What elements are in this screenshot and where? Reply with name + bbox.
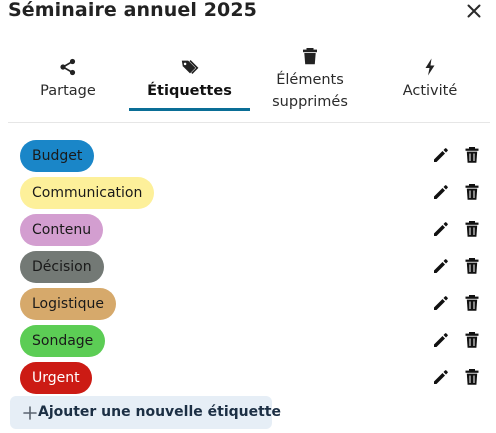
tag-chip[interactable]: Urgent [20,362,92,394]
pencil-icon[interactable] [432,331,450,349]
tag-chip[interactable]: Budget [20,140,95,172]
tab-deleted-label-line1: Éléments [276,72,344,88]
tags-icon [181,60,198,74]
tag-row: Logistique [0,288,496,325]
tab-activity-label: Activité [402,83,458,99]
bolt-icon [425,58,435,76]
pencil-icon[interactable] [432,257,450,275]
pencil-icon[interactable] [432,183,450,201]
trash-icon[interactable] [464,294,480,312]
tab-tags[interactable]: Étiquettes [129,44,250,122]
tab-bar: Partage Étiquettes Éléments supprimés Ac… [8,44,490,123]
tab-share[interactable]: Partage [28,44,108,122]
tag-chip[interactable]: Décision [20,251,104,283]
add-tag-label: Ajouter une nouvelle étiquette [38,404,281,420]
tag-row: Communication [0,177,496,214]
tag-row: Urgent [0,362,496,399]
trash-icon[interactable] [464,146,480,164]
trash-icon[interactable] [464,183,480,201]
tag-row: Sondage [0,325,496,362]
active-tab-indicator [129,108,250,111]
tag-row: Décision [0,251,496,288]
tab-deleted-items[interactable]: Éléments supprimés [266,44,354,122]
tab-tags-label: Étiquettes [147,83,232,99]
tag-row: Contenu [0,214,496,251]
tag-chip[interactable]: Communication [20,177,155,209]
tag-row: Budget [0,140,496,177]
trash-icon[interactable] [464,368,480,386]
pencil-icon[interactable] [432,146,450,164]
trash-icon[interactable] [464,220,480,238]
tag-chip[interactable]: Sondage [20,325,106,357]
pencil-icon[interactable] [432,368,450,386]
tag-chip[interactable]: Contenu [20,214,104,246]
tag-chip[interactable]: Logistique [20,288,116,320]
add-tag-button[interactable]: Ajouter une nouvelle étiquette [10,396,281,429]
plus-icon [23,406,37,420]
trash-icon[interactable] [464,331,480,349]
close-icon[interactable] [464,1,484,21]
pencil-icon[interactable] [432,220,450,238]
dialog-title: Séminaire annuel 2025 [8,0,258,21]
tab-share-label: Partage [40,83,96,99]
share-icon [60,58,76,76]
trash-icon [303,48,317,65]
tab-activity[interactable]: Activité [394,44,466,122]
tab-deleted-label-line2: supprimés [272,94,348,110]
trash-icon[interactable] [464,257,480,275]
pencil-icon[interactable] [432,294,450,312]
dialog-header: Séminaire annuel 2025 [0,0,496,26]
